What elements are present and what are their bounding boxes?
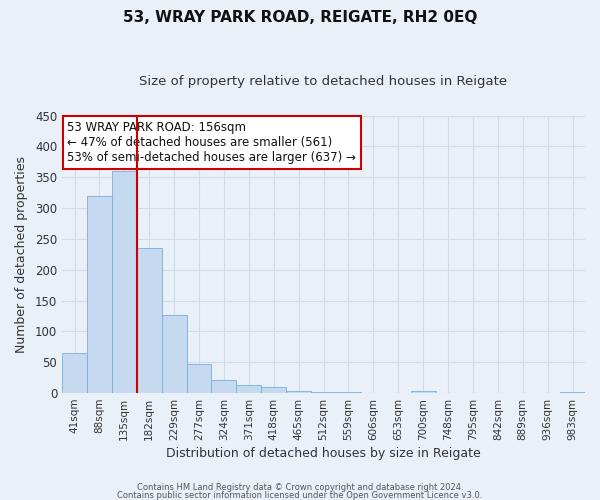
Text: 53, WRAY PARK ROAD, REIGATE, RH2 0EQ: 53, WRAY PARK ROAD, REIGATE, RH2 0EQ [123,10,477,25]
Bar [112,171,137,393]
Bar [236,385,261,393]
Bar [137,248,161,393]
Title: Size of property relative to detached houses in Reigate: Size of property relative to detached ho… [139,75,508,88]
Bar [286,390,311,393]
Bar [336,392,361,393]
Bar [560,392,585,393]
Bar [62,353,87,393]
Bar [161,314,187,393]
Bar [187,364,211,393]
Y-axis label: Number of detached properties: Number of detached properties [15,156,28,353]
X-axis label: Distribution of detached houses by size in Reigate: Distribution of detached houses by size … [166,447,481,460]
Bar [261,387,286,393]
Bar [87,196,112,393]
Bar [410,391,436,393]
Bar [211,380,236,393]
Text: Contains public sector information licensed under the Open Government Licence v3: Contains public sector information licen… [118,490,482,500]
Text: 53 WRAY PARK ROAD: 156sqm
← 47% of detached houses are smaller (561)
53% of semi: 53 WRAY PARK ROAD: 156sqm ← 47% of detac… [67,121,356,164]
Bar [311,392,336,393]
Text: Contains HM Land Registry data © Crown copyright and database right 2024.: Contains HM Land Registry data © Crown c… [137,484,463,492]
